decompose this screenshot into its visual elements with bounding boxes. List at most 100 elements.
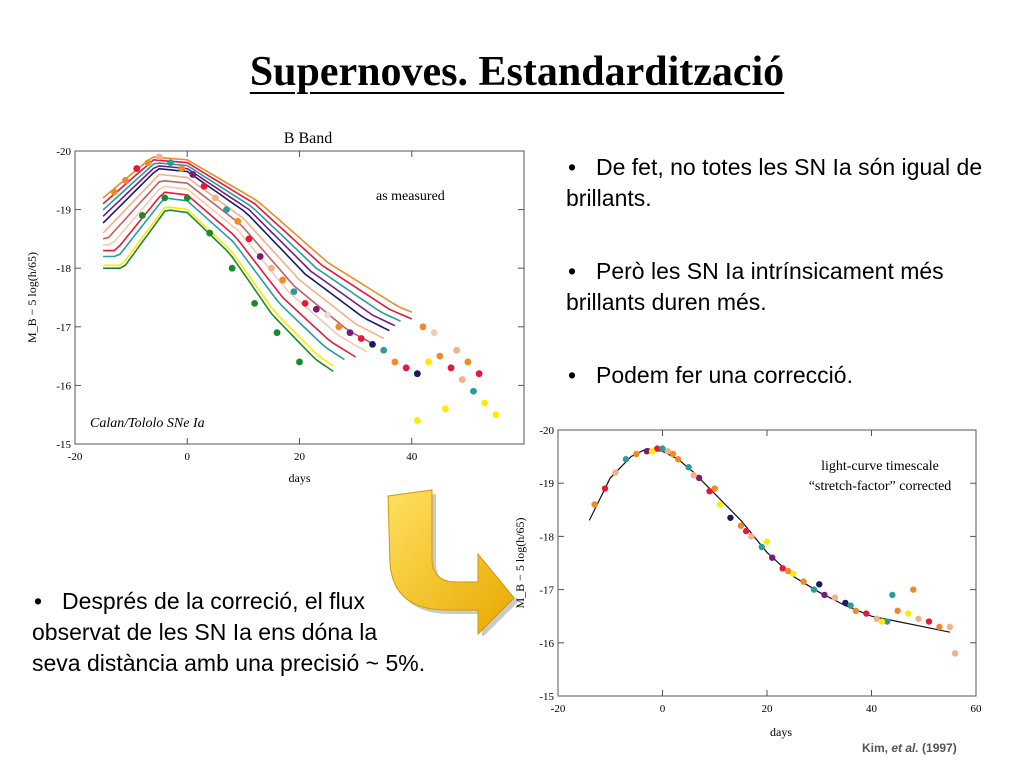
data-point xyxy=(654,445,661,452)
bullet-item: • De fet, no totes les SN Ia són igual de… xyxy=(566,154,983,211)
data-point xyxy=(167,159,174,167)
data-point xyxy=(816,581,823,588)
data-point xyxy=(133,165,141,172)
citation: Kim, et al. (1997) xyxy=(862,741,957,755)
y-tick-label: -19 xyxy=(539,478,554,490)
data-point xyxy=(878,618,886,625)
data-point xyxy=(206,229,214,237)
data-point xyxy=(748,533,755,540)
data-point xyxy=(189,171,197,178)
data-point xyxy=(453,346,461,354)
data-point xyxy=(648,448,656,455)
data-point xyxy=(251,299,258,307)
series-line xyxy=(102,167,390,332)
data-point xyxy=(706,487,713,495)
data-point xyxy=(245,235,253,243)
bullet-list-right: • De fet, no totes les SN Ia són igual de… xyxy=(566,152,996,433)
data-point xyxy=(633,450,640,458)
data-point xyxy=(369,340,376,348)
data-point xyxy=(312,305,320,313)
data-point xyxy=(183,194,191,202)
data-point xyxy=(346,329,354,337)
data-point xyxy=(690,472,698,479)
data-point xyxy=(200,182,208,190)
bullet-text: Després de la correció, el flux observat… xyxy=(32,588,426,676)
x-tick-label: 20 xyxy=(294,451,306,463)
data-point xyxy=(380,346,388,354)
y-tick-label: -17 xyxy=(539,585,554,597)
y-tick-label: -18 xyxy=(56,263,71,275)
y-tick-label: -16 xyxy=(539,638,554,650)
data-point xyxy=(279,276,287,284)
data-point xyxy=(758,543,765,551)
chart-annotation: as measured xyxy=(376,189,445,204)
data-point xyxy=(727,514,734,521)
data-point xyxy=(335,323,343,331)
data-point xyxy=(234,217,242,225)
data-point xyxy=(789,570,797,577)
data-point xyxy=(622,456,630,463)
data-point xyxy=(643,448,651,455)
data-point xyxy=(737,522,745,529)
bullet-list-left: • Després de la correció, el flux observa… xyxy=(32,586,432,721)
chart-title: B Band xyxy=(284,130,332,147)
chart-annotation: “stretch-factor” corrected xyxy=(809,479,952,494)
data-point xyxy=(763,538,771,545)
page-title: Supernoves. Estandardització xyxy=(249,49,785,95)
data-point xyxy=(391,358,399,366)
data-point xyxy=(742,527,750,535)
x-tick-label: 60 xyxy=(971,703,983,715)
data-point xyxy=(436,352,444,360)
data-point xyxy=(430,329,438,337)
data-point xyxy=(769,554,776,561)
light-curve-chart-corrected: -20 0 20 40 60 -20 -19 -18 -17 -16 -15 light-curve… xyxy=(513,425,983,739)
x-axis-label: days xyxy=(289,471,311,485)
series-line xyxy=(102,158,413,320)
x-tick-label: -20 xyxy=(68,451,83,463)
data-point xyxy=(612,469,619,476)
light-curve-chart-measured: -20 0 20 40 -20 -19 -18 -17 -16 -15 B Band as meas… xyxy=(25,130,525,485)
data-point xyxy=(711,485,718,492)
data-point xyxy=(273,329,281,337)
data-point xyxy=(290,288,298,296)
data-point xyxy=(716,501,724,508)
x-axis-label: days xyxy=(770,725,792,739)
series-line xyxy=(102,179,373,345)
bullet-text: Podem fer una correcció. xyxy=(596,362,853,388)
data-point xyxy=(110,188,118,196)
x-tick-label: 20 xyxy=(762,703,774,715)
data-point xyxy=(821,591,828,599)
bullet-item: • Però les SN Ia intrínsicament més brill… xyxy=(566,258,944,315)
y-tick-label: -18 xyxy=(539,531,554,543)
x-tick-label: 40 xyxy=(406,451,418,463)
data-point xyxy=(458,376,466,383)
data-point xyxy=(464,358,472,366)
data-point xyxy=(301,299,309,307)
data-point xyxy=(223,206,230,213)
bullet-text: De fet, no totes les SN Ia són igual de … xyxy=(566,154,983,211)
data-point xyxy=(779,565,786,572)
data-point xyxy=(268,264,275,272)
data-point xyxy=(591,501,598,508)
series-line xyxy=(103,206,334,367)
series-line xyxy=(102,162,401,322)
chart-label: Calan/Tololo SNe Ia xyxy=(90,416,205,431)
data-point xyxy=(915,615,922,623)
y-tick-label: -17 xyxy=(56,322,71,334)
data-point xyxy=(601,485,609,492)
data-point xyxy=(419,323,427,331)
data-point xyxy=(685,464,692,471)
data-point xyxy=(695,474,703,482)
data-point xyxy=(831,594,839,601)
data-point xyxy=(863,610,870,617)
data-point xyxy=(413,417,421,424)
data-point xyxy=(144,159,152,167)
y-axis-label: M_B − 5 log(h/65) xyxy=(25,252,39,343)
series-line xyxy=(102,165,396,327)
bullet-item: • Podem fer una correcció. xyxy=(568,362,853,388)
data-point xyxy=(447,364,455,372)
template-curve xyxy=(588,447,951,633)
series-line xyxy=(102,173,385,340)
data-point xyxy=(659,445,666,452)
y-tick-label: -15 xyxy=(56,439,71,451)
